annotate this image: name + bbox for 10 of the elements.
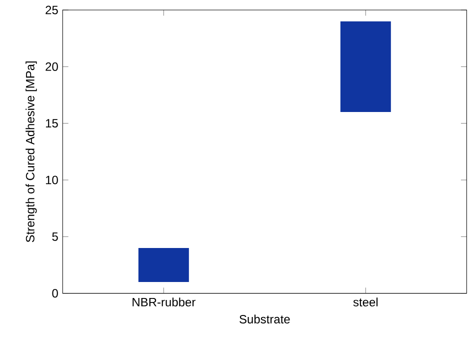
y-tick-label: 10 [46, 176, 58, 184]
y-tick-label: 20 [46, 62, 58, 71]
x-tick-label: steel [353, 297, 378, 306]
x-axis-title: Substrate [240, 314, 290, 324]
y-tick-label: 25 [46, 6, 58, 14]
x-tick-label: NBR-rubber [132, 297, 196, 306]
y-tick-label: 0 [52, 288, 58, 298]
y-tick-label: 15 [46, 118, 58, 128]
y-tick-label: 5 [52, 232, 58, 241]
y-axis-title: Strength of Cured Adhesive [MPa] [26, 61, 37, 242]
